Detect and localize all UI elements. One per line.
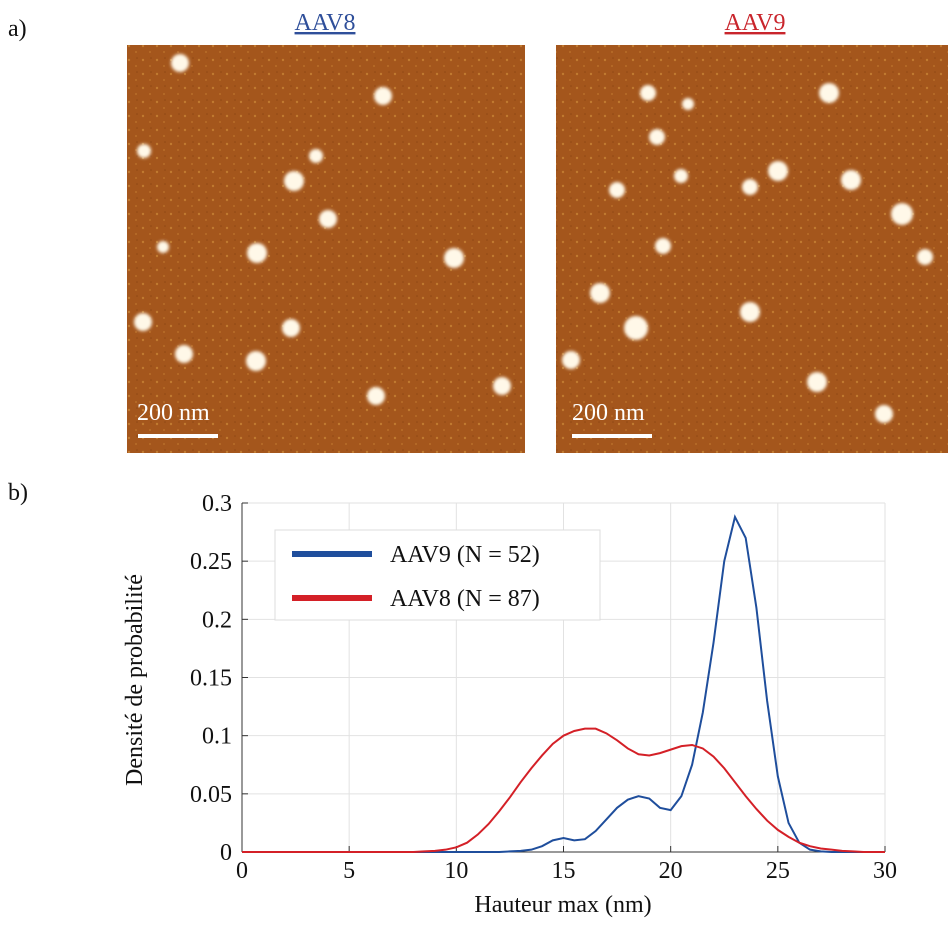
- y-tick-label: 0.25: [190, 549, 232, 575]
- y-tick-label: 0.3: [202, 491, 232, 517]
- line: [242, 727, 885, 853]
- x-tick-label: 15: [552, 858, 576, 884]
- panel-label: b): [8, 480, 28, 506]
- x-tick-label: 30: [873, 858, 897, 884]
- x-tick-label: 10: [444, 858, 468, 884]
- y-tick-label: 0.05: [190, 782, 232, 808]
- y-tick-label: 0.1: [202, 724, 232, 750]
- panel-label: a): [8, 16, 27, 42]
- scale-label: 200 nm: [572, 400, 645, 426]
- y-tick-label: 0.2: [202, 607, 232, 633]
- afm-image: [556, 45, 948, 453]
- scale-label: 200 nm: [137, 400, 210, 426]
- legend-label: AAV8 (N = 87): [390, 586, 540, 612]
- x-tick-label: 0: [236, 858, 248, 884]
- y-tick-label: 0: [220, 840, 232, 866]
- x-tick-label: 5: [343, 858, 355, 884]
- x-axis-label: Hauteur max (nm): [474, 892, 651, 918]
- x-tick-label: 25: [766, 858, 790, 884]
- x-tick-label: 20: [659, 858, 683, 884]
- y-axis-label: Densité de probabilité: [122, 574, 148, 786]
- legend-box: [274, 529, 601, 621]
- image-title: AAV8: [295, 10, 356, 36]
- y-tick-label: 0.15: [190, 666, 232, 692]
- afm-image: [127, 45, 525, 453]
- legend-label: AAV9 (N = 52): [390, 542, 540, 568]
- image-title: AAV9: [725, 10, 786, 36]
